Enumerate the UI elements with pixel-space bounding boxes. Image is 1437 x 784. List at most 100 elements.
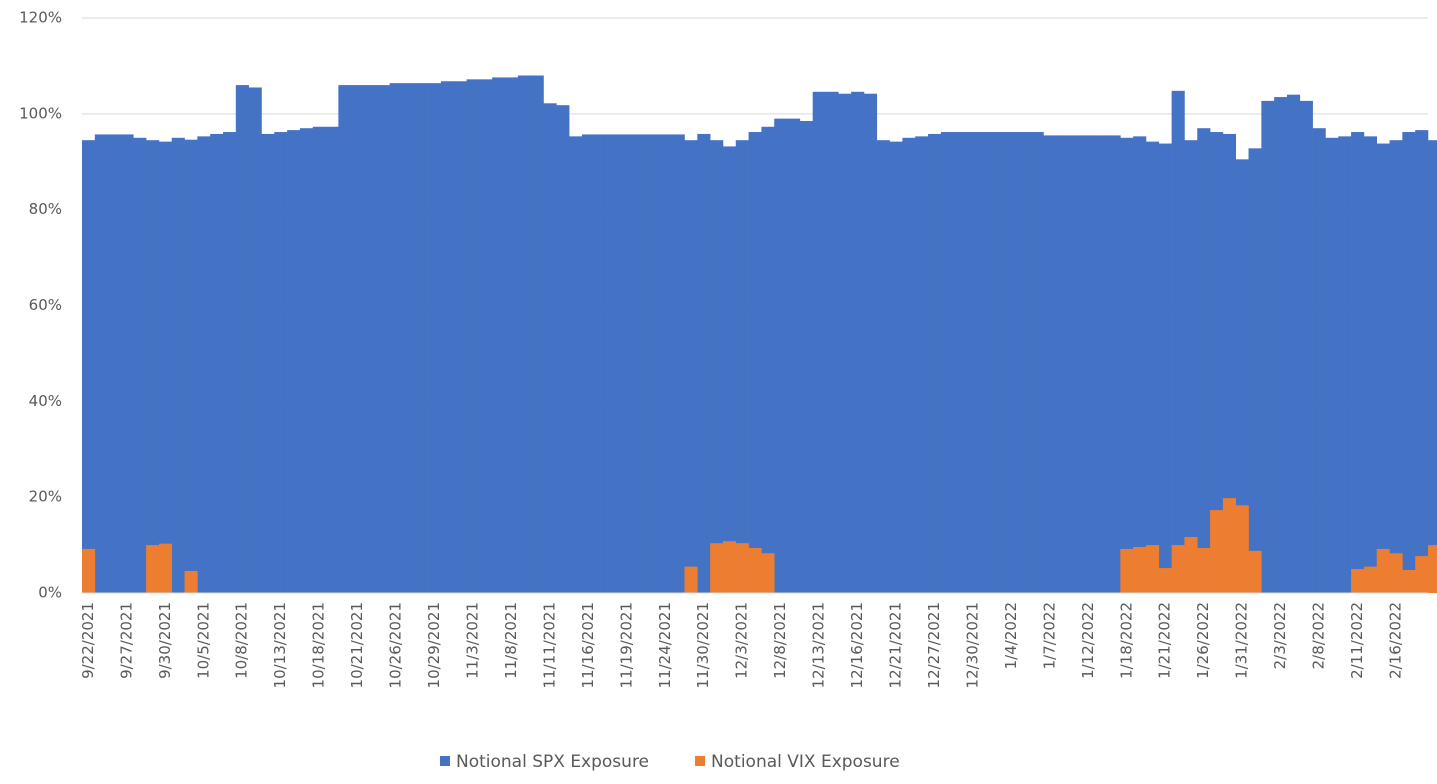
bar — [505, 77, 519, 593]
bar — [82, 548, 96, 593]
bar — [171, 137, 185, 593]
x-tick-label: 11/3/2021 — [463, 602, 481, 679]
y-tick-label: 60% — [29, 296, 62, 314]
x-tick-label: 10/26/2021 — [387, 602, 405, 688]
x-tick-label: 11/8/2021 — [502, 602, 520, 679]
bar — [863, 93, 878, 593]
bar — [1248, 550, 1262, 593]
bar — [1158, 568, 1172, 593]
bar — [1235, 159, 1249, 593]
x-tick-label: 12/30/2021 — [963, 602, 981, 688]
x-tick-label: 11/11/2021 — [540, 602, 558, 688]
bar — [376, 85, 390, 593]
bar — [851, 91, 865, 594]
bar — [440, 81, 455, 593]
bar — [1145, 141, 1160, 593]
legend-label: Notional SPX Exposure — [456, 752, 649, 772]
bar — [1376, 548, 1390, 593]
bar — [722, 541, 737, 593]
bar — [569, 136, 583, 593]
bar — [671, 134, 685, 593]
bar — [761, 126, 775, 593]
bar — [556, 105, 570, 593]
x-tick-label: 12/3/2021 — [733, 602, 751, 679]
x-tick-label: 2/8/2022 — [1310, 602, 1328, 669]
bar — [530, 75, 544, 593]
bar — [299, 128, 314, 594]
x-tick-label: 10/5/2021 — [194, 602, 212, 679]
bar — [1235, 505, 1249, 593]
bar — [1428, 545, 1437, 593]
x-tick-label: 9/27/2021 — [117, 602, 135, 679]
bar — [761, 553, 775, 593]
bar — [261, 133, 275, 594]
bar — [1184, 140, 1198, 593]
x-tick-label: 10/21/2021 — [348, 602, 366, 688]
bar — [889, 141, 903, 593]
bar — [594, 134, 608, 593]
y-tick-label: 20% — [29, 488, 62, 506]
bar — [1312, 128, 1326, 594]
bar — [966, 132, 980, 593]
bar — [1325, 137, 1339, 593]
x-tick-label: 2/16/2022 — [1386, 602, 1404, 679]
bar — [1402, 132, 1416, 593]
bar — [1184, 536, 1198, 593]
bar — [953, 132, 967, 593]
bar — [928, 133, 942, 594]
bar — [1415, 556, 1429, 593]
bar — [915, 136, 929, 593]
bar — [1081, 135, 1096, 594]
bar — [389, 83, 403, 594]
x-tick-label: 2/11/2022 — [1348, 602, 1366, 679]
x-tick-label: 12/13/2021 — [810, 602, 828, 688]
bar — [748, 547, 762, 593]
bar — [620, 134, 634, 593]
x-tick-label: 12/27/2021 — [925, 602, 943, 688]
bar — [312, 126, 326, 593]
y-tick-label: 0% — [38, 584, 62, 602]
y-tick-label: 80% — [29, 200, 62, 218]
bar — [1286, 94, 1301, 594]
bar — [351, 85, 365, 593]
bar — [1363, 566, 1378, 593]
bar — [902, 137, 916, 593]
bar — [479, 79, 493, 594]
x-tick-label: 11/19/2021 — [617, 602, 635, 688]
bar — [1171, 90, 1185, 593]
bar — [1389, 553, 1403, 593]
x-tick-label: 11/24/2021 — [656, 602, 674, 688]
bar — [158, 543, 173, 593]
y-tick-label: 100% — [19, 104, 62, 122]
bar — [1043, 135, 1057, 594]
bar — [1389, 140, 1403, 593]
bar — [107, 134, 121, 593]
bar — [992, 132, 1006, 593]
bar — [543, 103, 557, 594]
bar — [1030, 132, 1044, 593]
bar — [774, 118, 788, 593]
bar — [415, 83, 429, 594]
bar — [184, 570, 198, 593]
legend-swatch — [695, 756, 706, 766]
bar — [146, 140, 160, 593]
bar — [184, 139, 198, 594]
bar — [748, 132, 762, 593]
bar — [979, 132, 993, 593]
bar — [1415, 130, 1429, 593]
bar — [1158, 143, 1172, 593]
bar — [1299, 100, 1313, 593]
bar — [210, 133, 224, 594]
bar — [633, 134, 647, 593]
bar — [1363, 136, 1378, 593]
bar — [710, 543, 724, 593]
bar — [1145, 545, 1160, 593]
x-tick-label: 10/13/2021 — [271, 602, 289, 688]
bar — [94, 134, 108, 593]
bar — [1133, 547, 1147, 593]
bar — [1338, 136, 1352, 593]
x-tick-label: 1/12/2022 — [1079, 602, 1097, 679]
x-tick-label: 11/16/2021 — [579, 602, 597, 688]
bar — [1120, 548, 1134, 593]
